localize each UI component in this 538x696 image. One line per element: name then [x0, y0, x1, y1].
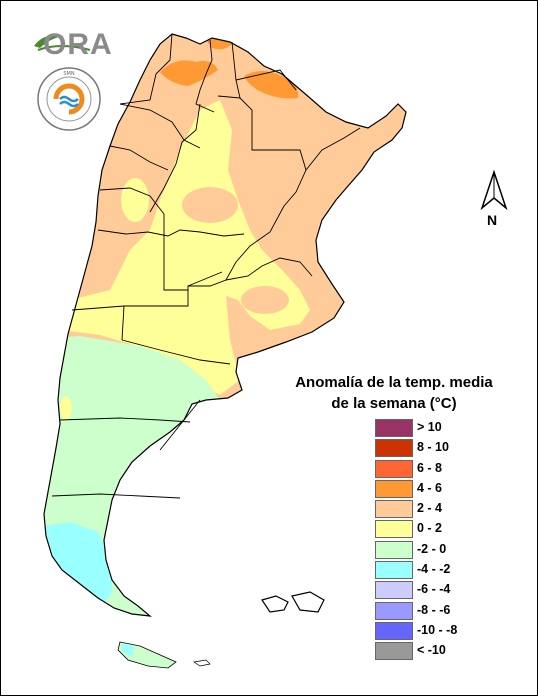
legend-label: < -10 [417, 643, 446, 658]
ora-logo: ORA [30, 28, 113, 64]
legend-label: -8 - -6 [417, 602, 451, 617]
legend-label: 8 - 10 [417, 440, 449, 455]
north-arrow-icon [480, 169, 508, 211]
svg-text:SMN: SMN [63, 71, 74, 77]
legend-swatch [375, 621, 413, 640]
legend-swatch [375, 520, 413, 539]
legend-label: -10 - -8 [417, 622, 458, 637]
north-arrow: N [478, 169, 510, 232]
legend-label: 6 - 8 [417, 460, 443, 475]
smn-seal-logo: SMN [36, 66, 102, 132]
legend-label: -4 - -2 [417, 562, 451, 577]
ora-logo-text: ORA [43, 28, 113, 61]
legend-swatch [375, 601, 413, 620]
legend-label: 2 - 4 [417, 501, 443, 516]
legend-swatch [375, 500, 413, 519]
legend-swatch [375, 581, 413, 600]
legend-swatch [375, 642, 413, 661]
legend-title: Anomalía de la temp. media de la semana … [276, 372, 512, 414]
legend-swatch [375, 419, 413, 437]
legend-label: -6 - -4 [417, 582, 451, 597]
leaf-swoosh-icon [34, 35, 91, 51]
malvinas-islands [261, 591, 325, 613]
legend-swatch [375, 479, 413, 498]
legend-swatch [375, 459, 413, 478]
legend-swatch [375, 561, 413, 580]
legend-swatch [375, 439, 413, 458]
legend-label: > 10 [417, 420, 442, 434]
legend-label: 0 - 2 [417, 521, 443, 536]
legend-swatch [375, 540, 413, 559]
legend-label: -2 - 0 [417, 541, 447, 556]
north-label: N [487, 212, 498, 228]
legend-title-line-2: de la semana (°C) [331, 395, 457, 412]
legend-title-line-1: Anomalía de la temp. media [295, 374, 493, 391]
legend-label: 4 - 6 [417, 480, 443, 495]
